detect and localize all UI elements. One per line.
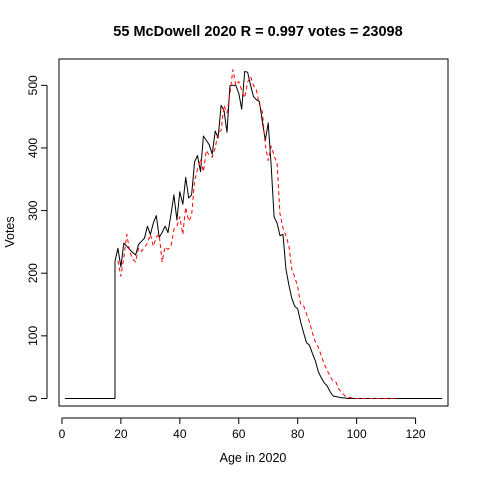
series-line-1 xyxy=(64,71,443,399)
x-tick-label: 0 xyxy=(59,427,66,441)
y-axis-label: Votes xyxy=(3,216,17,247)
x-tick-label: 80 xyxy=(291,427,305,441)
y-tick-label: 300 xyxy=(26,200,40,220)
y-tick-label: 500 xyxy=(26,75,40,95)
x-tick-label: 100 xyxy=(347,427,367,441)
x-axis-label: Age in 2020 xyxy=(220,451,287,465)
y-tick-label: 0 xyxy=(26,395,40,402)
series-line-2 xyxy=(117,69,395,399)
y-axis: 0 100 200 300 400 500 xyxy=(26,75,48,402)
y-tick-label: 400 xyxy=(26,138,40,158)
x-tick-label: 20 xyxy=(114,427,128,441)
y-tick-label: 200 xyxy=(26,263,40,283)
x-tick-label: 120 xyxy=(406,427,426,441)
y-tick-label: 100 xyxy=(26,326,40,346)
x-tick-label: 40 xyxy=(173,427,187,441)
chart-title: 55 McDowell 2020 R = 0.997 votes = 23098 xyxy=(113,24,402,40)
x-axis: 0 20 40 60 80 100 120 xyxy=(59,417,426,441)
x-tick-label: 60 xyxy=(232,427,246,441)
series-layer xyxy=(64,69,443,399)
plot-frame xyxy=(58,58,449,407)
